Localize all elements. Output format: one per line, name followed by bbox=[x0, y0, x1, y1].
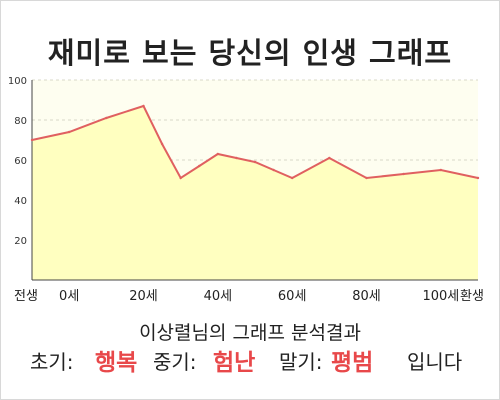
data-point bbox=[328, 156, 331, 160]
data-point bbox=[67, 130, 71, 134]
data-point bbox=[365, 176, 368, 180]
x-tick-label: 100세 bbox=[422, 289, 459, 304]
y-tick-label: 80 bbox=[14, 116, 27, 127]
data-point bbox=[253, 160, 257, 164]
chart-title: 재미로 보는 당신의 인생 그래프 bbox=[47, 36, 453, 70]
y-tick-label: 60 bbox=[14, 156, 27, 167]
data-point bbox=[476, 176, 480, 180]
late-stage-label: 말기: bbox=[279, 350, 323, 374]
data-point bbox=[105, 116, 108, 120]
late-stage-value: 평범 bbox=[331, 350, 374, 376]
life-area-fill bbox=[32, 106, 478, 280]
data-point bbox=[290, 176, 294, 180]
data-point bbox=[198, 164, 201, 168]
x-tick-label: 80세 bbox=[352, 289, 381, 304]
mid-stage-value: 험난 bbox=[213, 350, 256, 376]
data-point bbox=[439, 168, 443, 172]
x-tick-label: 전생 bbox=[14, 289, 38, 304]
x-tick-label: 0세 bbox=[59, 289, 79, 304]
y-tick-label: 40 bbox=[14, 196, 27, 207]
data-point bbox=[160, 142, 164, 146]
x-tick-label: 60세 bbox=[278, 289, 307, 304]
data-point bbox=[30, 138, 34, 142]
early-stage-label: 초기: bbox=[30, 350, 74, 374]
y-tick-label: 100 bbox=[8, 76, 27, 87]
mid-stage-label: 중기: bbox=[153, 350, 197, 374]
x-tick-label: 20세 bbox=[129, 289, 158, 304]
data-point bbox=[216, 152, 220, 156]
data-point bbox=[142, 104, 145, 108]
data-point bbox=[272, 168, 275, 172]
data-point bbox=[235, 156, 238, 160]
x-tick-label: 40세 bbox=[204, 289, 233, 304]
analysis-subtitle: 이상렬님의 그래프 분석결과 bbox=[139, 322, 361, 344]
x-tick-label: 환생 bbox=[460, 289, 484, 304]
y-axis-labels: 20 40 60 80 100 bbox=[8, 76, 27, 247]
data-point bbox=[402, 172, 405, 176]
data-point bbox=[179, 176, 182, 180]
y-tick-label: 20 bbox=[14, 236, 27, 247]
ending-text: 입니다 bbox=[407, 350, 463, 374]
x-axis-labels: 전생 0세 20세 40세 60세 80세 100세 환생 bbox=[14, 289, 484, 304]
early-stage-value: 행복 bbox=[95, 350, 138, 376]
